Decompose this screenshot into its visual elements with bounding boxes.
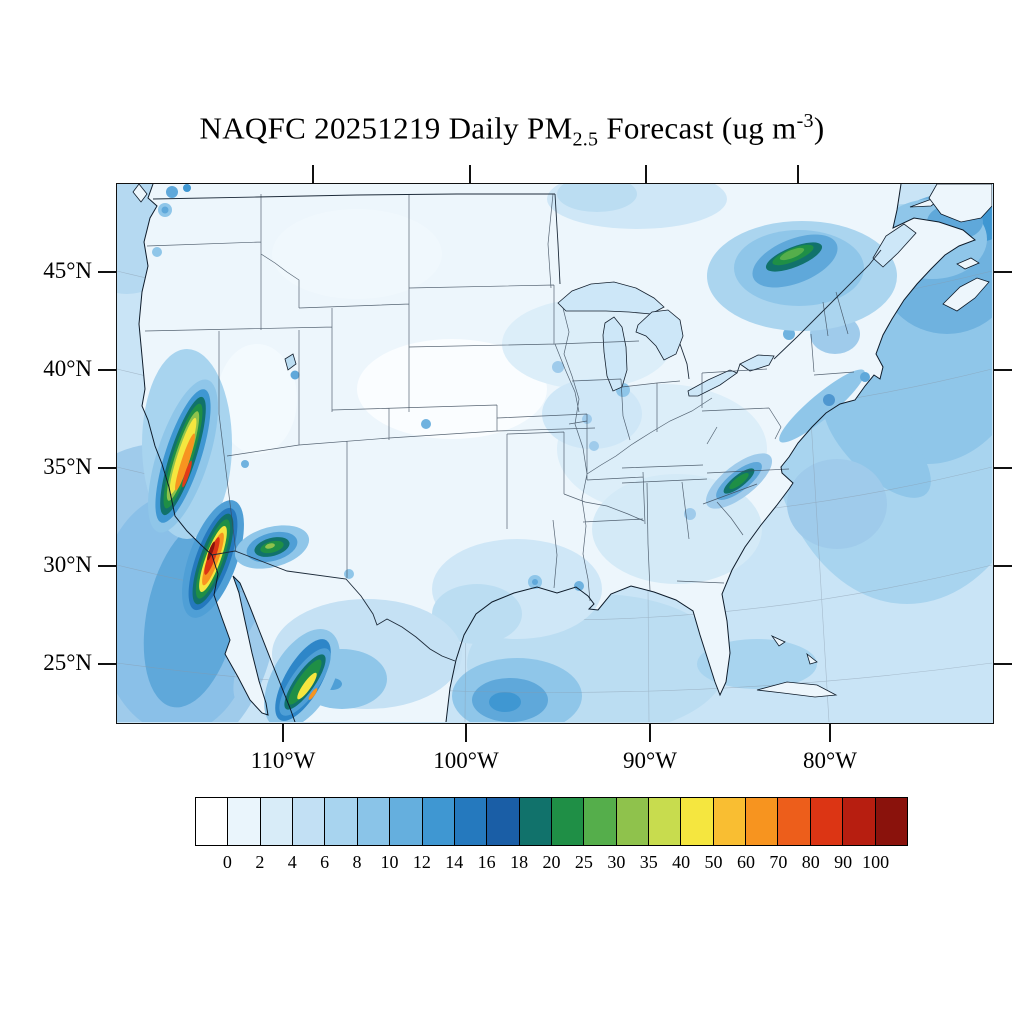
- colorbar-tick-label: 20: [542, 852, 561, 872]
- forecast-map: [117, 184, 992, 722]
- lat-tick-left: [98, 369, 116, 371]
- colorbar-cell: [390, 798, 423, 845]
- hotspot-baja: [264, 629, 340, 722]
- colorbar-tick-label: 100: [862, 852, 890, 872]
- lat-tick-right: [994, 663, 1012, 665]
- colorbar-cell: [616, 798, 650, 845]
- colorbar-tick-label: 80: [801, 852, 820, 872]
- lon-tick-bottom: [282, 724, 284, 742]
- colorbar-tick-label: 18: [510, 852, 529, 872]
- lat-tick-left: [98, 271, 116, 273]
- colorbar-labels: 0 2 4 6 8 10 12 14 16 18 20 25 30 35 40 50 60 70 80 90 100: [195, 852, 908, 878]
- lat-tick-label: 25°N: [43, 650, 92, 675]
- colorbar-cell: [519, 798, 552, 845]
- lon-tick-bottom: [829, 724, 831, 742]
- lon-tick-label: 90°W: [623, 748, 677, 773]
- colorbar-tick-label: 14: [445, 852, 464, 872]
- lat-tick-label: 35°N: [43, 454, 92, 479]
- colorbar-tick-label: 0: [222, 852, 232, 872]
- lat-tick-right: [994, 369, 1012, 371]
- colorbar-tick-label: 60: [736, 852, 755, 872]
- colorbar-cell: [228, 798, 261, 845]
- lat-tick-right: [994, 271, 1012, 273]
- lon-tick-top: [312, 165, 314, 183]
- colorbar-cell: [778, 798, 811, 845]
- figure-title: NAQFC 20251219 Daily PM2.5 Forecast (ug …: [0, 110, 1024, 152]
- colorbar-tick-label: 6: [320, 852, 330, 872]
- map-frame: [116, 183, 994, 724]
- colorbar-cell: [196, 798, 229, 845]
- colorbar-tick-label: 35: [639, 852, 658, 872]
- hotspot-appalachians: [705, 453, 773, 509]
- lon-tick-top: [469, 165, 471, 183]
- colorbar-cell: [584, 798, 617, 845]
- colorbar-tick-label: 50: [704, 852, 723, 872]
- colorbar-cell: [810, 798, 844, 845]
- lon-tick-top: [645, 165, 647, 183]
- lon-tick-bottom: [465, 724, 467, 742]
- lat-tick-left: [98, 565, 116, 567]
- islands: [132, 184, 992, 698]
- lon-tick-label: 80°W: [803, 748, 857, 773]
- colorbar-tick-label: 25: [574, 852, 593, 872]
- colorbar-tick-label: 8: [352, 852, 362, 872]
- colorbar-tick-label: 70: [769, 852, 788, 872]
- colorbar-cell: [293, 798, 326, 845]
- colorbar-cell: [649, 798, 682, 845]
- colorbar-cell: [551, 798, 585, 845]
- colorbar-tick-label: 10: [380, 852, 399, 872]
- colorbar-cell: [875, 798, 907, 845]
- colorbar-tick-label: 30: [607, 852, 626, 872]
- lon-tick-label: 110°W: [250, 748, 316, 773]
- lon-tick-top: [797, 165, 799, 183]
- colorbar-tick-label: 40: [672, 852, 691, 872]
- title-prefix: NAQFC 20251219 Daily PM: [199, 110, 573, 146]
- coastline: [138, 184, 976, 722]
- colorbar-cell: [454, 798, 488, 845]
- title-subscript: 2.5: [572, 128, 599, 151]
- title-middle: Forecast (ug m: [598, 110, 797, 146]
- colorbar-cells: [195, 797, 908, 846]
- colorbar-cell: [487, 798, 520, 845]
- great-lakes: [284, 223, 917, 397]
- lat-tick-right: [994, 565, 1012, 567]
- title-superscript: -3: [796, 110, 814, 132]
- colorbar-cell: [357, 798, 391, 845]
- colorbar-tick-label: 90: [834, 852, 853, 872]
- colorbar-cell: [843, 798, 876, 845]
- colorbar-cell: [746, 798, 779, 845]
- international-borders: [152, 193, 882, 662]
- title-suffix: ): [813, 110, 825, 146]
- colorbar-cell: [681, 798, 714, 845]
- colorbar: 0 2 4 6 8 10 12 14 16 18 20 25 30 35 40 50 60 70 80 90 100: [195, 797, 908, 878]
- colorbar-tick-label: 12: [412, 852, 431, 872]
- colorbar-tick-label: 4: [287, 852, 297, 872]
- state-borders: [144, 193, 855, 602]
- colorbar-cell: [260, 798, 294, 845]
- colorbar-tick-label: 16: [477, 852, 496, 872]
- lat-tick-left: [98, 467, 116, 469]
- lat-tick-left: [98, 663, 116, 665]
- lon-tick-label: 100°W: [433, 748, 499, 773]
- lat-tick-right: [994, 467, 1012, 469]
- lon-tick-bottom: [649, 724, 651, 742]
- colorbar-cell: [325, 798, 358, 845]
- lat-tick-label: 30°N: [43, 552, 92, 577]
- colorbar-cell: [713, 798, 747, 845]
- hotspot-montreal: [707, 221, 897, 331]
- lat-tick-label: 45°N: [43, 258, 92, 283]
- lat-tick-label: 40°N: [43, 356, 92, 381]
- colorbar-tick-label: 2: [255, 852, 265, 872]
- colorbar-cell: [422, 798, 455, 845]
